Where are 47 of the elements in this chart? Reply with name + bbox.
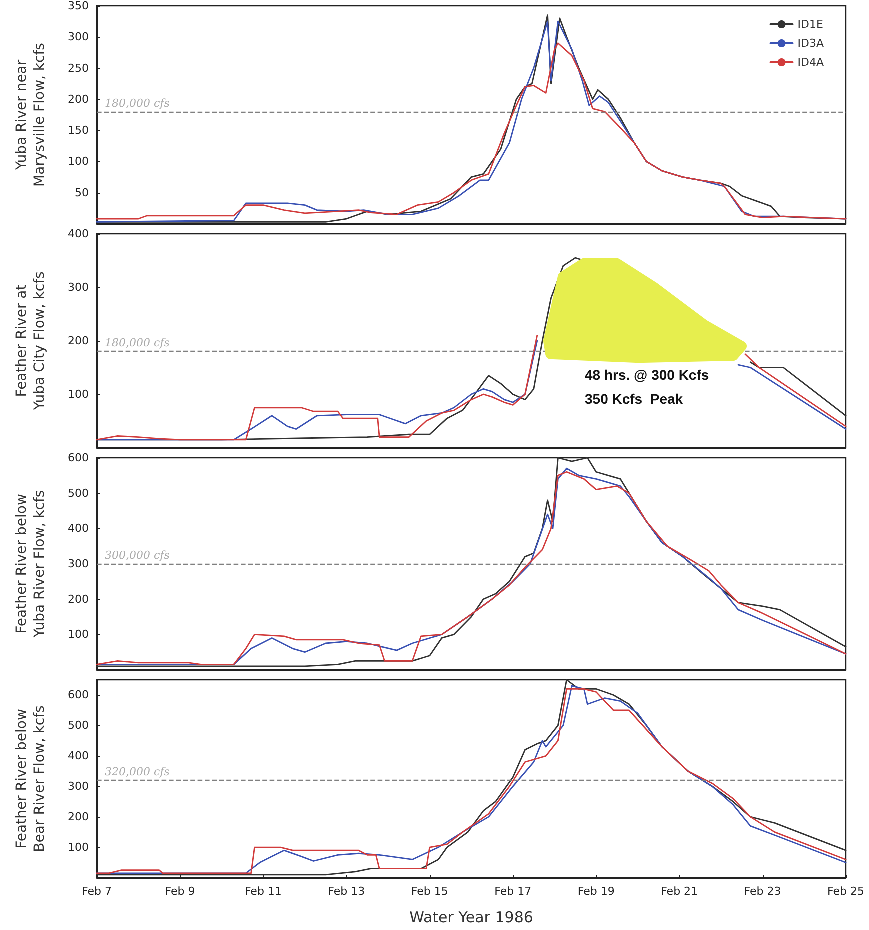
y-tick-label: 500 [68, 719, 89, 732]
y-tick-label: 350 [68, 0, 89, 12]
ref-line-label: 180,000 cfs [105, 336, 170, 350]
legend-label: ID4A [798, 56, 824, 69]
y-tick-label: 100 [68, 628, 89, 642]
annotation: 350 Kcfs Peak [585, 391, 684, 407]
y-tick-label: 100 [68, 841, 89, 854]
x-tick-label: Feb 7 [82, 885, 112, 898]
y-tick-label: 400 [68, 750, 89, 763]
x-tick-label: Feb 15 [411, 885, 448, 898]
x-tick-label: Feb 25 [828, 885, 864, 898]
legend-label: ID3A [798, 37, 824, 50]
y-tick-label: 150 [68, 124, 89, 138]
x-tick-label: Feb 23 [744, 885, 782, 898]
y-tick-label: 600 [68, 688, 89, 702]
y-tick-label: 300 [68, 281, 89, 294]
y-tick-label: 100 [68, 388, 89, 401]
x-tick-label: Feb 13 [328, 885, 366, 898]
y-tick-label: 500 [68, 486, 89, 500]
y-tick-label: 300 [68, 780, 89, 794]
y-tick-label: 250 [68, 62, 89, 75]
y-tick-label: 300 [68, 558, 89, 570]
y-axis-title: Feather River below Bear River Flow, kcfs [14, 706, 48, 852]
y-tick-label: 200 [68, 592, 89, 606]
y-tick-label: 50 [75, 186, 89, 200]
x-axis-title: Water Year 1986 [410, 908, 534, 926]
y-tick-label: 100 [68, 155, 89, 168]
x-tick-label: Feb 9 [165, 885, 196, 898]
y-axis-title: Yuba River near Marysville Flow, kcfs [14, 43, 48, 187]
x-tick-label: Feb 19 [578, 885, 615, 898]
y-tick-label: 200 [68, 334, 89, 348]
ref-line-label: 320,000 cfs [105, 766, 170, 779]
y-axis-title: Feather River at Yuba City Flow, kcfs [14, 272, 48, 412]
annotation: 48 hrs. @ 300 Kcfs [585, 367, 710, 383]
x-tick-label: Feb 21 [661, 885, 698, 898]
y-tick-label: 200 [68, 92, 89, 106]
ref-line-label: 300,000 cfs [105, 549, 170, 562]
y-tick-label: 600 [68, 452, 89, 464]
y-tick-label: 400 [68, 522, 89, 536]
x-tick-label: Feb 11 [244, 885, 282, 898]
x-tick-label: Feb 17 [494, 885, 532, 898]
y-axis-title: Feather River below Yuba River Flow, kcfs [14, 490, 48, 639]
legend-label: ID1E [798, 18, 824, 31]
y-tick-label: 400 [68, 228, 89, 240]
y-tick-label: 300 [68, 30, 89, 44]
ref-line-label: 180,000 cfs [105, 96, 170, 110]
y-tick-label: 200 [68, 810, 89, 824]
